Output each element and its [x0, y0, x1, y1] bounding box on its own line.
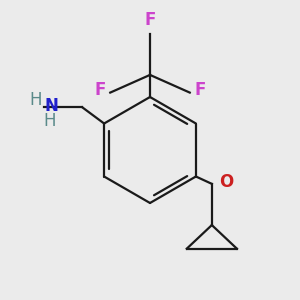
- Text: F: F: [144, 11, 156, 29]
- Text: F: F: [94, 81, 106, 99]
- Text: H: H: [44, 112, 56, 130]
- Text: F: F: [194, 81, 206, 99]
- Text: O: O: [219, 173, 233, 191]
- Text: H: H: [29, 91, 41, 109]
- Text: N: N: [44, 97, 58, 115]
